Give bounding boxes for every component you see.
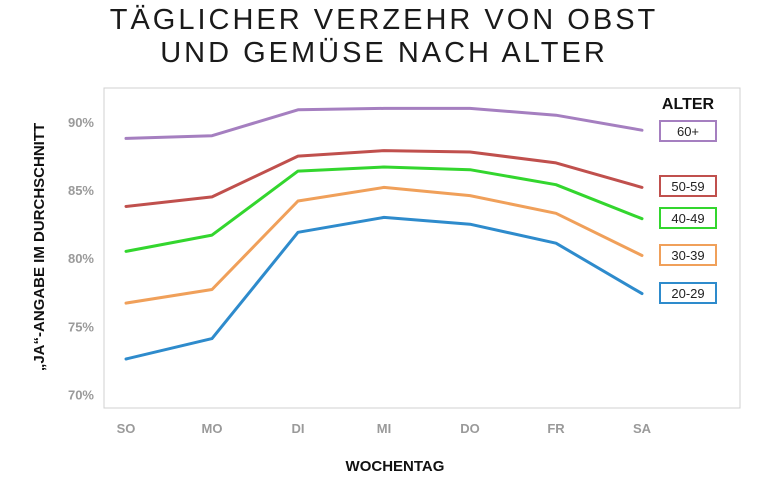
legend-label: 50-59 (671, 179, 704, 194)
series-lines (124, 106, 644, 361)
chart-title-line-1: TÄGLICHER VERZEHR VON OBST (109, 4, 659, 36)
x-tick-label: FR (547, 421, 565, 436)
x-tick-label: DO (460, 421, 480, 436)
y-tick-label: 75% (68, 319, 94, 334)
legend-box-30-39 (659, 244, 717, 266)
y-tick-label: 80% (68, 251, 94, 266)
x-tick-label: SA (633, 421, 652, 436)
legend-label: 20-29 (671, 286, 704, 301)
x-tick-label: MI (377, 421, 391, 436)
y-axis-label: „JA“-ANGABE IM DURCHSCHNITT (31, 123, 48, 371)
x-tick-label: MO (202, 421, 223, 436)
legend-title: ALTER (662, 96, 715, 113)
y-tick-label: 90% (68, 115, 94, 130)
y-axis-ticks: 70% 75% 80% 85% 90% (68, 115, 94, 402)
legend-box-20-29 (659, 282, 717, 304)
legend-box-50-59 (659, 175, 717, 197)
series-line-50-59 (124, 149, 644, 208)
y-tick-label: 70% (68, 387, 94, 402)
series-line-60+ (124, 106, 644, 140)
x-tick-label: DI (292, 421, 305, 436)
legend: 60+ 50-59 40-49 30-39 20-29 (659, 120, 717, 304)
legend-label: 30-39 (671, 248, 704, 263)
series-line-20-29 (124, 215, 644, 361)
series-line-30-39 (124, 185, 644, 305)
x-axis-label: WOCHENTAG (346, 458, 445, 475)
legend-box-60+ (659, 120, 717, 142)
chart-title: TÄGLICHER VERZEHR VON OBST UND GEMÜSE NA… (0, 4, 768, 70)
x-tick-label: SO (117, 421, 136, 436)
legend-label: 40-49 (671, 211, 704, 226)
series-line-40-49 (124, 165, 644, 253)
plot-frame (103, 87, 741, 409)
chart-title-line-2: UND GEMÜSE NACH ALTER (160, 37, 608, 69)
legend-label: 60+ (677, 124, 699, 139)
legend-box-40-49 (659, 207, 717, 229)
x-axis-ticks: SO MO DI MI DO FR SA (117, 421, 652, 436)
y-tick-label: 85% (68, 183, 94, 198)
